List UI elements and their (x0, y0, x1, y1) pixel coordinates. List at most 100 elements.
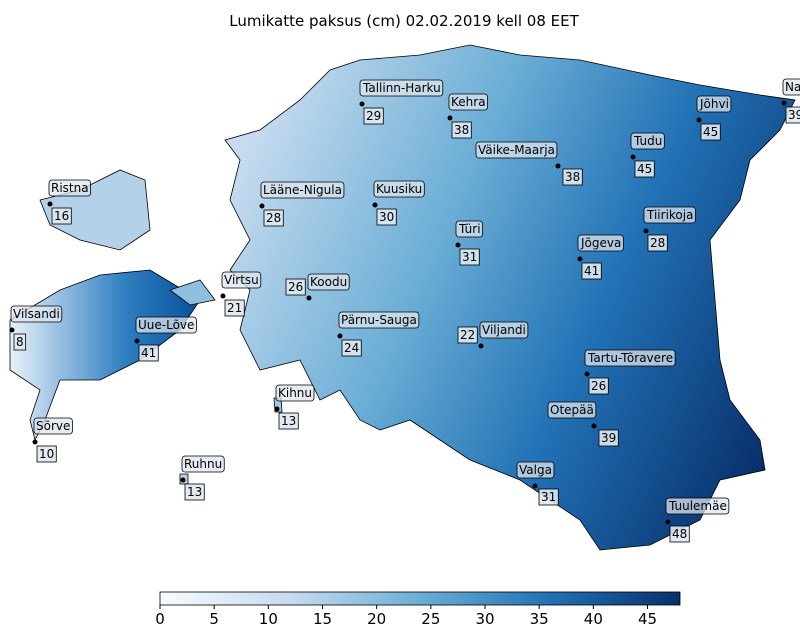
station-name: Jõgeva (580, 236, 621, 250)
station-value-box (700, 123, 721, 141)
station-dot (643, 228, 649, 234)
station-name: Viljandi (482, 323, 526, 337)
station-name: Tallinn-Harku (362, 81, 441, 95)
station-value-box (457, 326, 478, 344)
hiiumaa (39, 169, 151, 251)
station-value-box (184, 483, 205, 501)
station-dot (274, 406, 280, 412)
station-dot (455, 242, 461, 248)
station-value: 48 (672, 527, 687, 541)
station-value: 31 (462, 250, 477, 264)
station-value: 29 (366, 109, 381, 123)
station-name: Väike-Maarja (478, 143, 555, 157)
station-name: Kihnu (278, 386, 312, 400)
station-name: Sõrve (36, 419, 70, 433)
station-name: Narva (785, 80, 800, 94)
station-name: Kehra (451, 95, 486, 109)
station-value: 41 (584, 264, 599, 278)
station-name-box (479, 321, 529, 339)
muhu (169, 279, 216, 306)
station-value-box (669, 525, 690, 543)
station-dot (47, 201, 53, 207)
station-name-box (181, 455, 225, 473)
station-name: Tiirikoja (646, 208, 693, 222)
station-value-box (341, 339, 362, 357)
station-value-box (36, 445, 57, 463)
station-name-box (665, 497, 730, 515)
station-name-box (455, 220, 483, 238)
colorbar-tick-label: 30 (475, 610, 494, 628)
station-value-box (138, 344, 159, 362)
station-name-box (10, 305, 63, 323)
station-name-box (338, 311, 420, 329)
station-name-box (782, 78, 800, 96)
station-name: Ruhnu (184, 457, 222, 471)
station-value: 41 (141, 346, 156, 360)
station-dot (306, 295, 312, 301)
station-value: 31 (541, 490, 556, 504)
station-name-box (275, 384, 315, 402)
station-name-box (33, 417, 73, 435)
station-name-box (260, 181, 345, 199)
station-value-box (598, 429, 619, 447)
station-value: 30 (379, 210, 394, 224)
station-name-box (584, 349, 676, 367)
station-value: 26 (591, 379, 606, 393)
station-dot (259, 203, 265, 209)
station-value-box (634, 160, 655, 178)
station-name: Koodu (310, 275, 347, 289)
station-value-box (51, 207, 72, 225)
station-dot (32, 439, 38, 445)
station-value: 16 (54, 209, 69, 223)
station-value-box (451, 121, 472, 139)
station-name: Ristna (51, 181, 89, 195)
station-dot (359, 101, 365, 107)
station-dot (220, 293, 226, 299)
station-value-box (785, 106, 800, 124)
station-value: 13 (281, 414, 296, 428)
station-value-box (376, 208, 397, 226)
station-value: 39 (601, 431, 616, 445)
station-value: 10 (39, 447, 54, 461)
station-dot (337, 333, 343, 339)
station-value-box (363, 107, 384, 125)
station-value-box (562, 168, 583, 186)
station-value: 38 (565, 170, 580, 184)
colorbar-tick-label: 10 (259, 610, 278, 628)
station-value-box (581, 262, 602, 280)
station-dot (478, 343, 484, 349)
station-name-box (577, 234, 624, 252)
station-name: Lääne-Nigula (263, 183, 342, 197)
station-name: Tudu (633, 134, 662, 148)
station-name-box (475, 141, 558, 159)
station-dot (532, 483, 538, 489)
station-value-box (224, 299, 245, 317)
station-value: 28 (650, 236, 665, 250)
station-name-box (135, 316, 197, 334)
station-name-box (48, 179, 91, 197)
colorbar (159, 591, 681, 606)
station-dot (9, 327, 15, 333)
station-value: 13 (187, 485, 202, 499)
station-dot (630, 154, 636, 160)
station-dot (584, 371, 590, 377)
station-value: 39 (788, 108, 800, 122)
colorbar-tick-label: 0 (155, 610, 165, 628)
map-title: Lumikatte paksus (cm) 02.02.2019 kell 08… (229, 12, 579, 30)
station-name: Tartu-Tõravere (587, 351, 673, 365)
station-name-box (373, 180, 425, 198)
colorbar-tick-label: 15 (313, 610, 332, 628)
station-name-box (630, 132, 665, 150)
colorbar-tick-label: 45 (638, 610, 657, 628)
station-dot (577, 256, 583, 262)
station-value: 24 (344, 341, 359, 355)
station-dot (447, 115, 453, 121)
station-value-box (285, 278, 306, 296)
station-value-box (13, 333, 27, 351)
station-name-box (547, 401, 597, 419)
station-name: Jõhvi (699, 97, 729, 111)
station-value: 28 (266, 211, 281, 225)
station-value-box (538, 488, 559, 506)
station-name: Pärnu-Sauga (341, 313, 417, 327)
